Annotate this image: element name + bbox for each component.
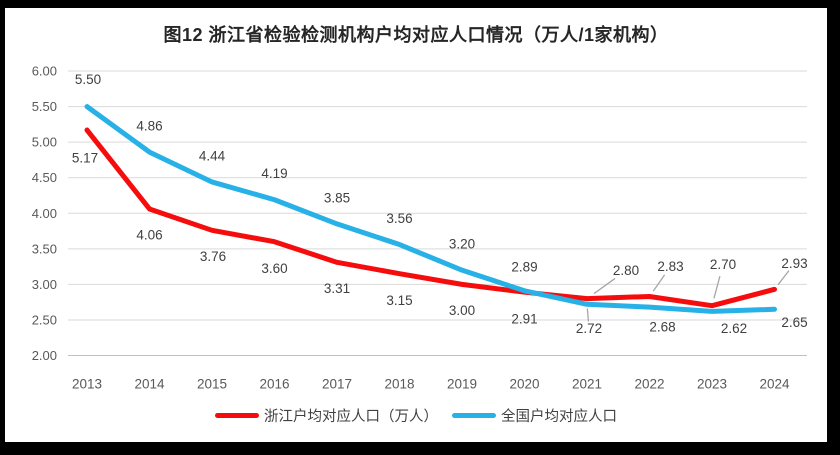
x-axis-tick-label: 2020	[509, 377, 539, 392]
y-axis-tick-label: 2.00	[32, 348, 57, 363]
y-axis-tick-label: 5.50	[32, 99, 57, 114]
legend-item-national: 全国户均对应人口	[452, 405, 617, 426]
x-axis-tick-label: 2014	[134, 377, 165, 392]
x-axis-tick-label: 2016	[259, 377, 289, 392]
data-label-series-0: 3.15	[386, 293, 412, 308]
chart-canvas: 图12 浙江省检验检测机构户均对应人口情况（万人/1家机构） 6.00 5.50 5…	[5, 8, 827, 442]
x-axis-tick-label: 2015	[197, 377, 227, 392]
x-axis-tick-label: 2013	[72, 377, 102, 392]
data-label-series-0: 2.70	[710, 257, 736, 272]
data-label-series-0: 2.80	[613, 263, 639, 278]
x-axis-tick-label: 2017	[322, 377, 352, 392]
x-axis-tick-label: 2021	[572, 377, 602, 392]
y-axis-tick-label: 3.00	[32, 277, 57, 292]
data-label-series-0: 3.31	[324, 281, 350, 296]
data-label-series-0: 4.06	[136, 227, 162, 242]
data-label-series-0: 3.76	[200, 249, 226, 264]
data-label-series-1: 2.62	[721, 321, 747, 336]
data-label-series-1: 4.86	[136, 119, 162, 134]
y-axis-tick-label: 6.00	[32, 64, 57, 79]
data-label-series-0: 2.83	[657, 259, 683, 274]
y-axis-tick-label: 3.50	[32, 241, 57, 256]
data-label-series-1: 2.72	[576, 321, 602, 336]
label-leader-line	[593, 277, 616, 295]
data-label-series-0: 2.89	[511, 260, 537, 275]
y-axis-tick-label: 4.50	[32, 170, 57, 185]
series-line-0	[84, 127, 777, 309]
x-axis-tick-label: 2023	[697, 377, 727, 392]
legend-label-zhejiang: 浙江户均对应人口（万人）	[264, 409, 438, 425]
legend-label-national: 全国户均对应人口	[501, 409, 617, 425]
data-label-series-0: 3.60	[261, 261, 287, 276]
data-label-series-1: 2.68	[649, 320, 675, 335]
label-leader-line	[586, 308, 590, 322]
x-axis-tick-label: 2018	[384, 377, 414, 392]
legend: 浙江户均对应人口（万人） 全国户均对应人口	[5, 405, 827, 426]
data-label-series-0: 5.17	[72, 151, 98, 166]
label-leader-line	[777, 270, 790, 286]
y-axis-tick-label: 2.50	[32, 312, 57, 327]
y-axis-tick-label: 4.00	[32, 206, 57, 221]
series-line-1	[84, 104, 777, 314]
data-label-series-1: 5.50	[75, 72, 101, 87]
x-axis-tick-label: 2024	[759, 377, 790, 392]
data-label-series-1: 3.20	[449, 237, 475, 252]
x-axis-tick-label: 2019	[447, 377, 477, 392]
y-axis-tick-label: 5.00	[32, 135, 57, 150]
label-leader-line	[652, 274, 666, 292]
legend-swatch-blue-line	[452, 413, 496, 418]
data-label-series-1: 4.19	[261, 166, 287, 181]
data-label-series-0: 3.00	[449, 303, 475, 318]
data-label-series-1: 3.85	[324, 190, 350, 205]
chart-title: 图12 浙江省检验检测机构户均对应人口情况（万人/1家机构）	[163, 25, 669, 45]
x-axis-tick-label: 2022	[634, 377, 664, 392]
data-label-series-1: 2.91	[511, 311, 537, 326]
data-label-series-1: 4.44	[199, 148, 226, 163]
label-leader-line	[713, 276, 721, 299]
legend-swatch-red-line	[215, 413, 259, 418]
data-label-series-1: 3.56	[386, 211, 412, 226]
data-label-series-1: 2.65	[781, 315, 807, 330]
data-label-series-0: 2.93	[781, 256, 807, 271]
plot-area: 6.00 5.50 5.00 4.50 4.00 3.50 3.00 2.50 2.00 2013…	[32, 64, 808, 392]
legend-item-zhejiang: 浙江户均对应人口（万人）	[215, 405, 438, 426]
